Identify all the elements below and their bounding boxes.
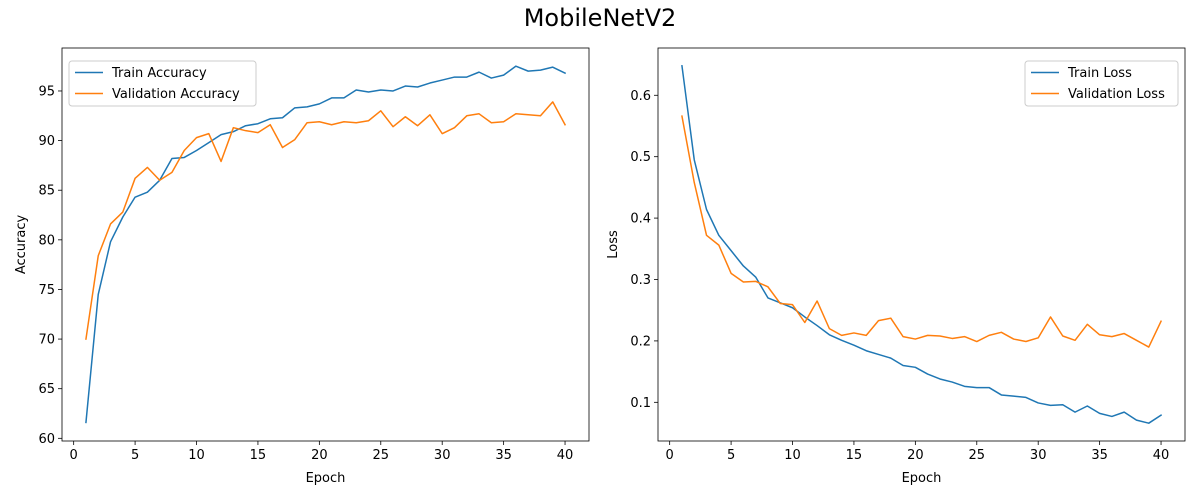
loss-axes-frame [657, 47, 1186, 442]
acc-x-tick-label: 0 [70, 448, 78, 463]
acc-x-tick-label: 10 [188, 448, 205, 463]
loss-x-tick-label: 15 [846, 448, 863, 463]
loss-y-tick-label: 0.1 [630, 396, 651, 411]
loss-series-line-validation [681, 115, 1163, 348]
acc-legend-label-train: Train Accuracy [111, 66, 207, 81]
loss-y-tick-label: 0.3 [630, 273, 651, 288]
acc-x-tick-label: 20 [311, 448, 328, 463]
loss-series-line-train [681, 64, 1163, 424]
loss-panel: 0 5 10 15 20 25 30 35 40 0.1 0.2 0.3 0.4 0.5 0.6 Epoch L… [606, 47, 1186, 486]
acc-x-tick-label: 15 [250, 448, 267, 463]
loss-legend: Train Loss Validation Loss [1024, 60, 1179, 107]
acc-panel: 0 5 10 15 20 25 30 35 40 60 65 70 75 80 85 90 95 Epoch Acc… [14, 47, 590, 486]
loss-x-tick-label: 5 [727, 448, 735, 463]
acc-y-tick-label: 90 [38, 134, 55, 149]
loss-x-tick-label: 35 [1091, 448, 1108, 463]
acc-y-tick-label: 95 [38, 84, 55, 99]
acc-x-axis-label: Epoch [306, 471, 346, 486]
acc-axes-frame [61, 47, 590, 442]
acc-y-tick-label: 65 [38, 382, 55, 397]
loss-y-tick-label: 0.4 [630, 212, 651, 227]
loss-y-tick-label: 0.6 [630, 89, 651, 104]
acc-x-tick-label: 25 [373, 448, 390, 463]
acc-y-tick-label: 70 [38, 333, 55, 348]
loss-x-tick-label: 30 [1030, 448, 1047, 463]
acc-legend-label-validation: Validation Accuracy [112, 87, 240, 102]
loss-x-tick-label: 40 [1153, 448, 1170, 463]
acc-x-tick-label: 40 [557, 448, 574, 463]
loss-x-axis-label: Epoch [902, 471, 942, 486]
loss-y-tick-label: 0.2 [630, 334, 651, 349]
loss-legend-label-train: Train Loss [1067, 66, 1132, 81]
acc-legend-box [68, 60, 257, 107]
acc-x-tick-label: 30 [434, 448, 451, 463]
loss-y-axis-label: Loss [606, 230, 621, 259]
loss-x-tick-label: 25 [969, 448, 986, 463]
acc-x-tick-label: 5 [131, 448, 139, 463]
acc-y-tick-label: 75 [38, 283, 55, 298]
loss-y-tick-label: 0.5 [630, 150, 651, 165]
acc-y-tick-label: 60 [38, 432, 55, 447]
loss-x-tick-label: 0 [666, 448, 674, 463]
loss-legend-box [1024, 60, 1179, 107]
acc-legend: Train Accuracy Validation Accuracy [68, 60, 257, 107]
loss-x-tick-label: 10 [784, 448, 801, 463]
loss-legend-label-validation: Validation Loss [1068, 87, 1165, 102]
figure-title: MobileNetV2 [523, 4, 677, 32]
acc-y-axis-label: Accuracy [14, 215, 29, 275]
acc-y-tick-label: 85 [38, 184, 55, 199]
acc-series-line-train [85, 65, 567, 424]
acc-x-tick-label: 35 [495, 448, 512, 463]
acc-y-tick-label: 80 [38, 233, 55, 248]
acc-series-line-validation [85, 101, 567, 340]
loss-x-tick-label: 20 [907, 448, 924, 463]
